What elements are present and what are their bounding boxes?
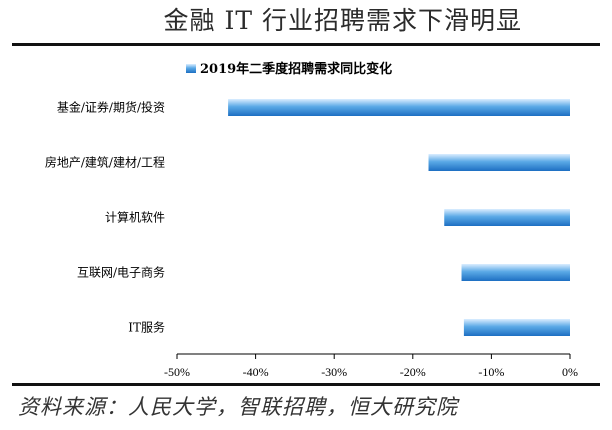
x-tick-label: -10% — [478, 365, 504, 379]
x-tick-label: -50% — [164, 365, 190, 379]
bottom-divider — [12, 383, 600, 386]
category-label: 房地产/建筑/建材/工程 — [45, 155, 165, 170]
x-axis: -50% -40% -30% -20% -10% 0% — [164, 353, 578, 379]
category-label: 互联网/电子商务 — [77, 265, 165, 280]
legend-label: 2019年二季度招聘需求同比变化 — [200, 61, 392, 77]
bar-1 — [428, 154, 570, 171]
category-label: 基金/证券/期货/投资 — [57, 100, 165, 115]
bar-3 — [461, 264, 570, 281]
legend-swatch — [186, 64, 196, 73]
x-tick-label: 0% — [562, 365, 578, 379]
x-tick-label: -30% — [321, 365, 347, 379]
top-divider — [12, 43, 600, 46]
source-note: 资料来源：人民大学，智联招聘，恒大研究院 — [18, 395, 458, 419]
bars-group — [228, 99, 570, 336]
bar-4 — [463, 319, 570, 336]
category-label: 计算机软件 — [105, 210, 165, 225]
bar-0 — [228, 99, 570, 116]
bar-2 — [444, 209, 570, 226]
category-label: IT服务 — [128, 320, 165, 335]
x-tick-label: -20% — [400, 365, 426, 379]
chart-legend: 2019年二季度招聘需求同比变化 — [186, 61, 392, 77]
page-title: 金融 IT 行业招聘需求下滑明显 — [163, 6, 522, 35]
x-tick-label: -40% — [243, 365, 269, 379]
